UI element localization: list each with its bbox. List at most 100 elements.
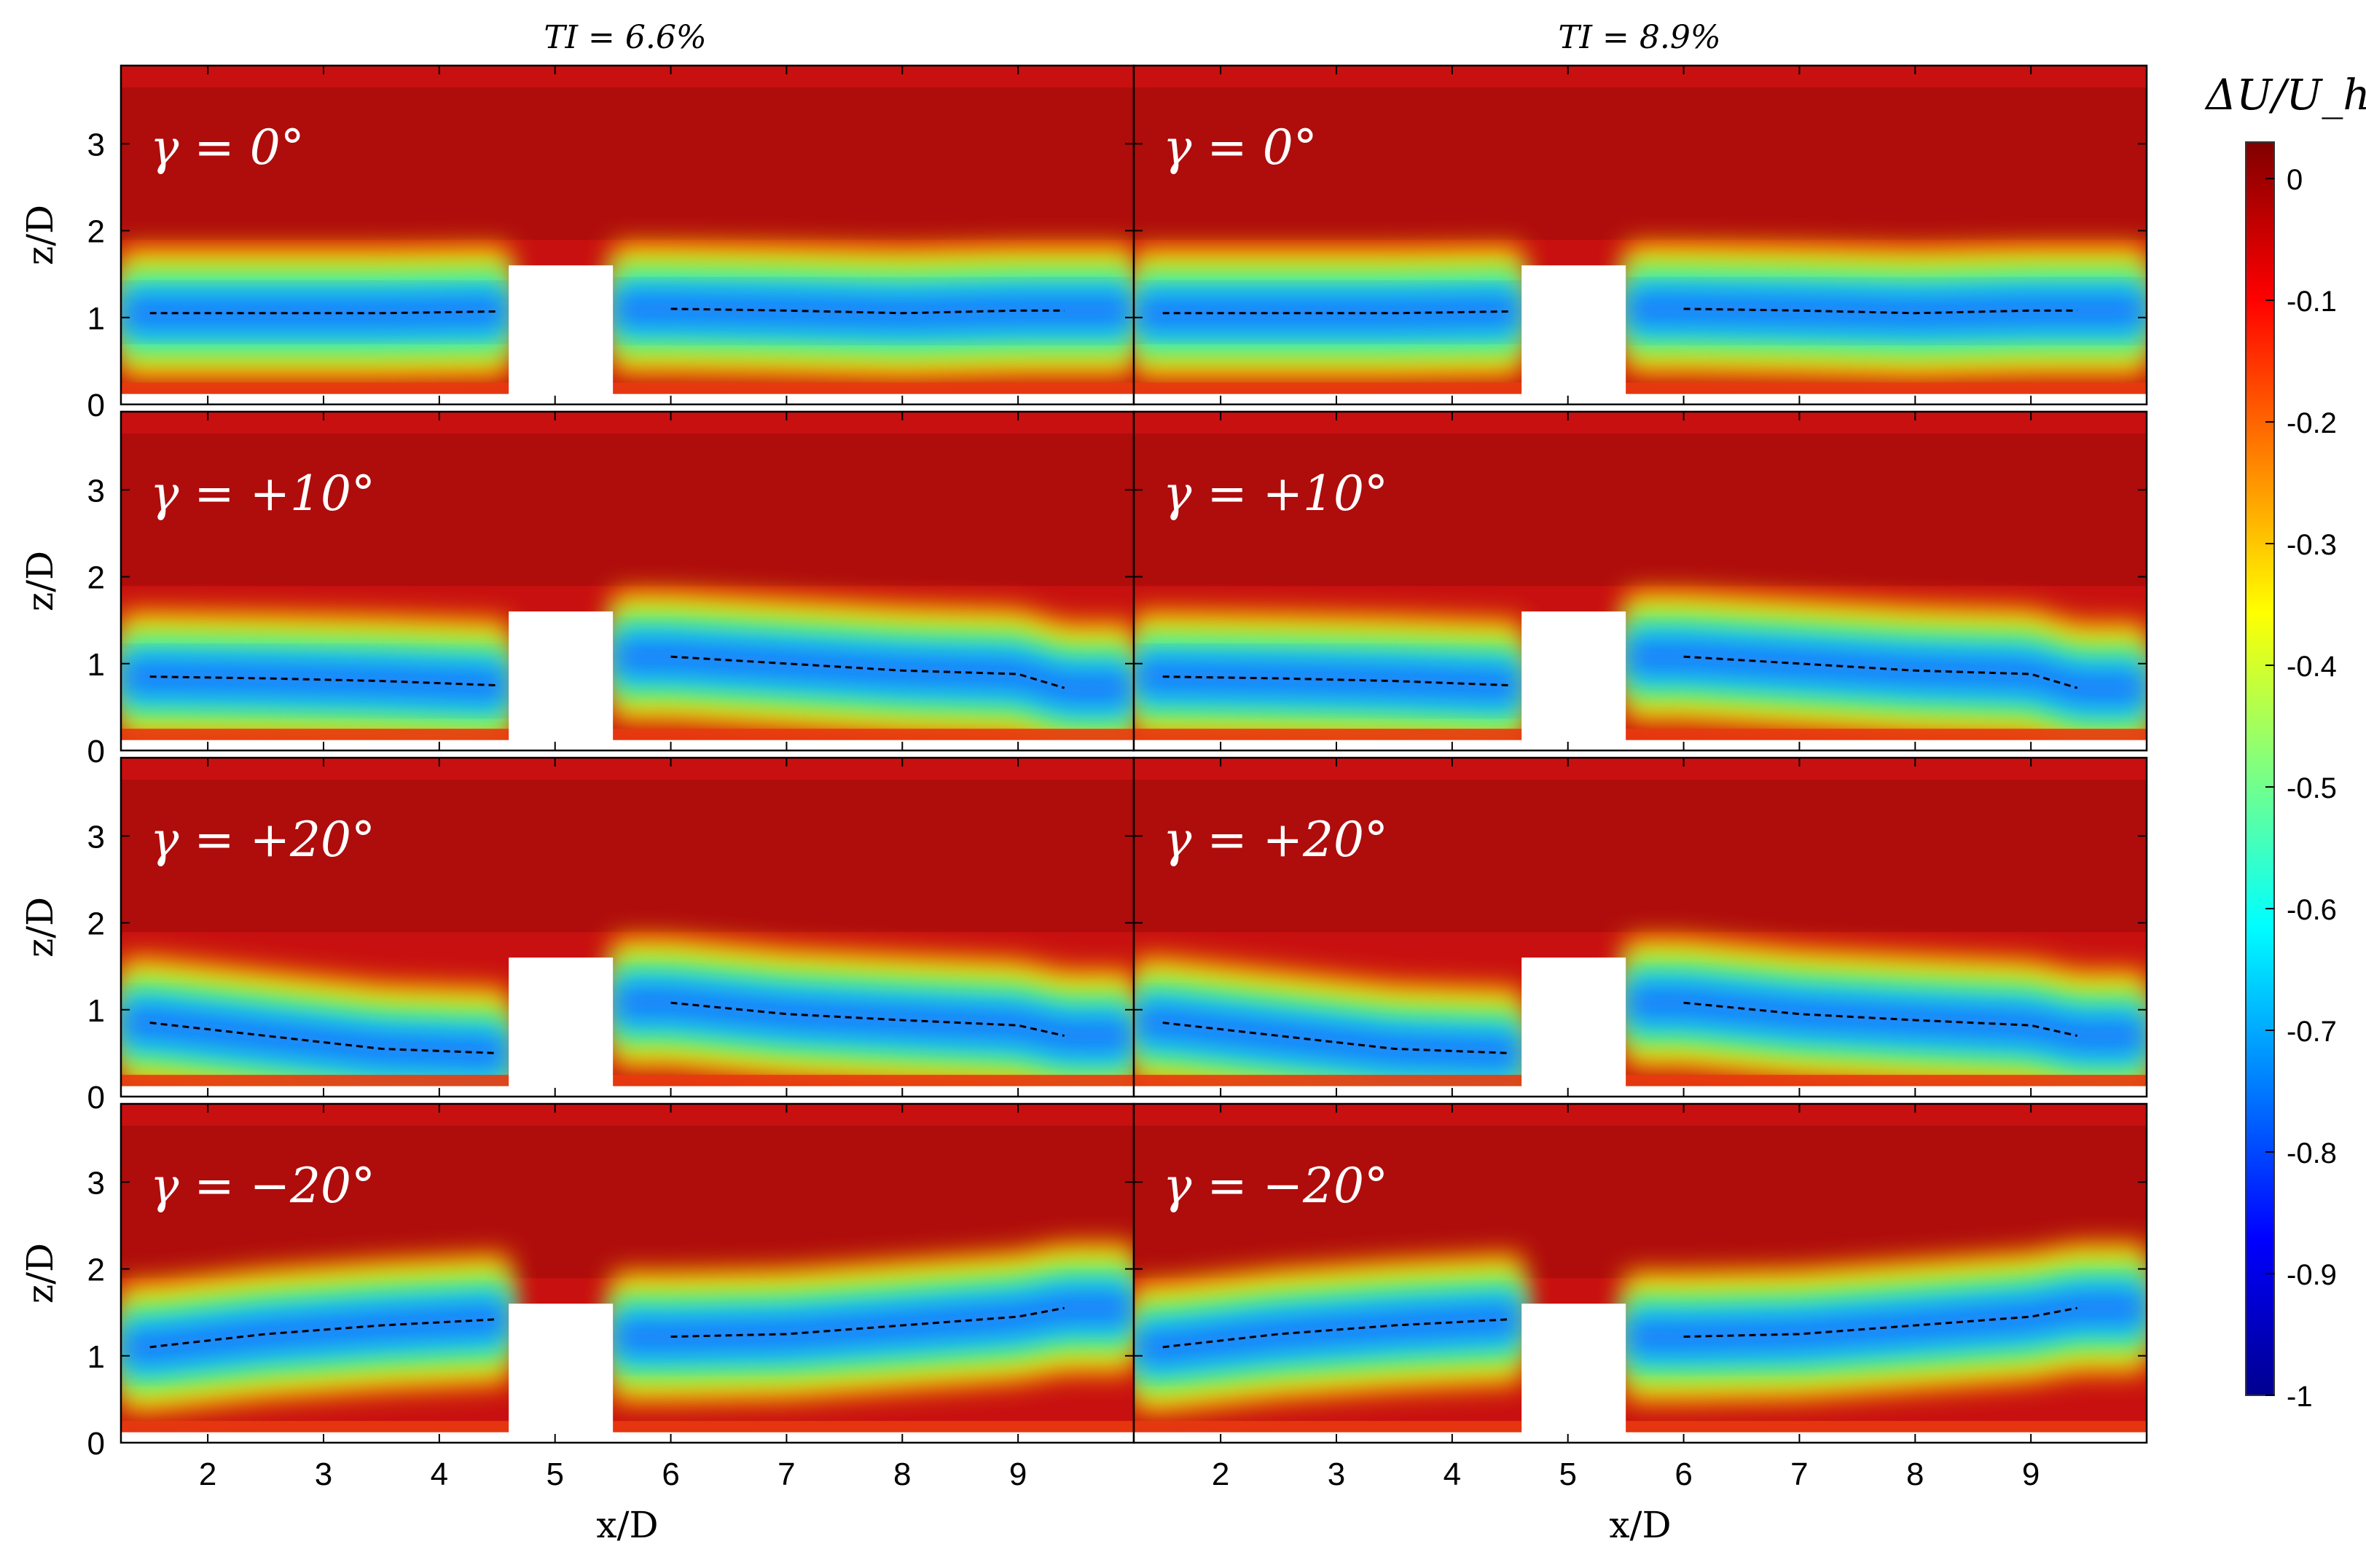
x-tick-label: 7 xyxy=(1790,1457,1808,1492)
panel-field xyxy=(121,412,1134,750)
no-data-floor xyxy=(1134,740,2147,750)
colorbar-tick-label: 0 xyxy=(2287,164,2303,196)
panel-r0-c1: γ = 0° xyxy=(1132,64,2148,406)
wake-layer-1-3 xyxy=(613,289,1134,333)
turbine-gap xyxy=(1521,265,1626,404)
x-tick-label: 8 xyxy=(893,1457,911,1492)
panel-field xyxy=(121,66,1134,404)
no-data-floor xyxy=(1134,1086,2147,1097)
wake-layer-0-3 xyxy=(1134,1003,1522,1073)
turbine-gap xyxy=(509,957,614,1097)
no-data-floor xyxy=(1134,393,2147,404)
x-tick-label: 5 xyxy=(546,1457,563,1492)
field-upper-band xyxy=(1134,1126,2147,1279)
wake-center-line xyxy=(670,655,1065,689)
wake-layer-1-3 xyxy=(613,1288,1134,1356)
wake-center-line xyxy=(670,1306,1065,1338)
no-data-floor xyxy=(121,740,1134,750)
panel-frame xyxy=(1132,410,2148,752)
wake-layer-1-3 xyxy=(1626,289,2147,333)
y-tick-label: 3 xyxy=(87,1165,105,1201)
no-data-floor xyxy=(121,1086,1134,1097)
turbine-gap xyxy=(1521,957,1626,1097)
x-tick-label: 9 xyxy=(1009,1457,1027,1492)
field-upper-band xyxy=(1134,780,2147,933)
colorbar-tick-label: -0.3 xyxy=(2287,529,2337,561)
field-upper-band xyxy=(1134,434,2147,587)
colorbar-tick-label: -0.2 xyxy=(2287,407,2337,439)
x-tick-label: 2 xyxy=(1212,1457,1229,1492)
wake-center-line xyxy=(149,1022,498,1054)
field-upper-band xyxy=(1134,87,2147,240)
colorbar-tick-label: -0.8 xyxy=(2287,1137,2337,1169)
x-tick-label: 8 xyxy=(1906,1457,1924,1492)
wake-layer-0-3 xyxy=(121,657,509,705)
row-label: γ = 0° xyxy=(150,119,305,176)
panel-field xyxy=(121,758,1134,1097)
colorbar-gradient xyxy=(2245,141,2275,1396)
wake-center-line xyxy=(670,307,1065,315)
y-tick-label: 0 xyxy=(87,1426,105,1462)
wake-center-line xyxy=(1162,675,1511,687)
turbine-gap xyxy=(1521,611,1626,750)
y-tick-label: 0 xyxy=(87,1080,105,1116)
y-tick-label: 3 xyxy=(87,819,105,855)
wake-layer-1-3 xyxy=(1626,638,2147,707)
panel-r2-c1: γ = +20° xyxy=(1132,756,2148,1098)
wake-layer-0-3 xyxy=(121,1300,509,1367)
y-tick-label: 3 xyxy=(87,127,105,162)
y-tick-label: 0 xyxy=(87,734,105,769)
wake-center-line xyxy=(1683,1306,2077,1338)
panel-r1-c1: γ = +10° xyxy=(1132,410,2148,752)
row-label: γ = 0° xyxy=(1163,119,1317,176)
row-label: γ = +10° xyxy=(1163,466,1388,522)
y-tick-label: 1 xyxy=(87,301,105,337)
colorbar-tick-label: -0.7 xyxy=(2287,1016,2337,1048)
colorbar-tick-label: -0.4 xyxy=(2287,651,2337,683)
wake-center-line xyxy=(149,1318,498,1349)
row-label: γ = +10° xyxy=(150,466,375,522)
wake-center-line xyxy=(1683,1001,2078,1038)
turbine-gap xyxy=(509,265,614,404)
colorbar-tick-label: -0.6 xyxy=(2287,894,2337,926)
panel-field xyxy=(121,1104,1134,1443)
panel-r2-c0: 0 1 2 3 γ = +20° z/D xyxy=(19,756,1135,1116)
y-tick-label: 2 xyxy=(87,906,105,942)
column-title-right: TI = 8.9% xyxy=(1558,19,1720,56)
wake-layer-1-3 xyxy=(1626,1288,2147,1356)
row-label: γ = −20° xyxy=(150,1158,375,1214)
wake-center-line xyxy=(1162,310,1511,315)
panel-field xyxy=(1134,66,2147,404)
y-tick-label: 2 xyxy=(87,1253,105,1288)
column-title-left: TI = 6.6% xyxy=(544,19,706,56)
colorbar: ΔU/U_h 0 -0.1 -0.2 -0.3 -0.4 -0.5 -0.6 -0.7 -0.8… xyxy=(2204,70,2366,1413)
no-data-floor xyxy=(1134,1432,2147,1443)
panel-field xyxy=(1134,412,2147,750)
panel-frame xyxy=(1132,1102,2148,1444)
panel-frame xyxy=(1132,756,2148,1098)
colorbar-tick-label: -1 xyxy=(2287,1381,2313,1413)
y-axis-label: z/D xyxy=(19,551,61,611)
x-tick-label: 2 xyxy=(199,1457,216,1492)
colorbar-tick-label: -0.5 xyxy=(2287,772,2337,804)
field-upper-band xyxy=(121,1126,1134,1279)
x-tick-label: 6 xyxy=(662,1457,679,1492)
row-label: γ = +20° xyxy=(150,812,375,868)
colorbar-tick-label: -0.9 xyxy=(2287,1259,2337,1291)
x-tick-label: 7 xyxy=(777,1457,795,1492)
x-tick-label: 5 xyxy=(1559,1457,1576,1492)
y-tick-label: 2 xyxy=(87,560,105,596)
x-tick-label: 9 xyxy=(2022,1457,2040,1492)
wake-layer-0-3 xyxy=(121,1003,509,1073)
wake-center-line xyxy=(1683,655,2078,689)
x-tick-label: 3 xyxy=(315,1457,332,1492)
y-axis-label: z/D xyxy=(19,205,61,265)
x-tick-label: 3 xyxy=(1328,1457,1345,1492)
wake-center-line xyxy=(149,675,498,687)
panel-field xyxy=(1134,1104,2147,1443)
wake-layer-1-3 xyxy=(613,638,1134,707)
colorbar-tick-label: -0.1 xyxy=(2287,286,2337,318)
x-tick-label: 4 xyxy=(431,1457,448,1492)
wake-layer-0-3 xyxy=(1134,1300,1522,1367)
